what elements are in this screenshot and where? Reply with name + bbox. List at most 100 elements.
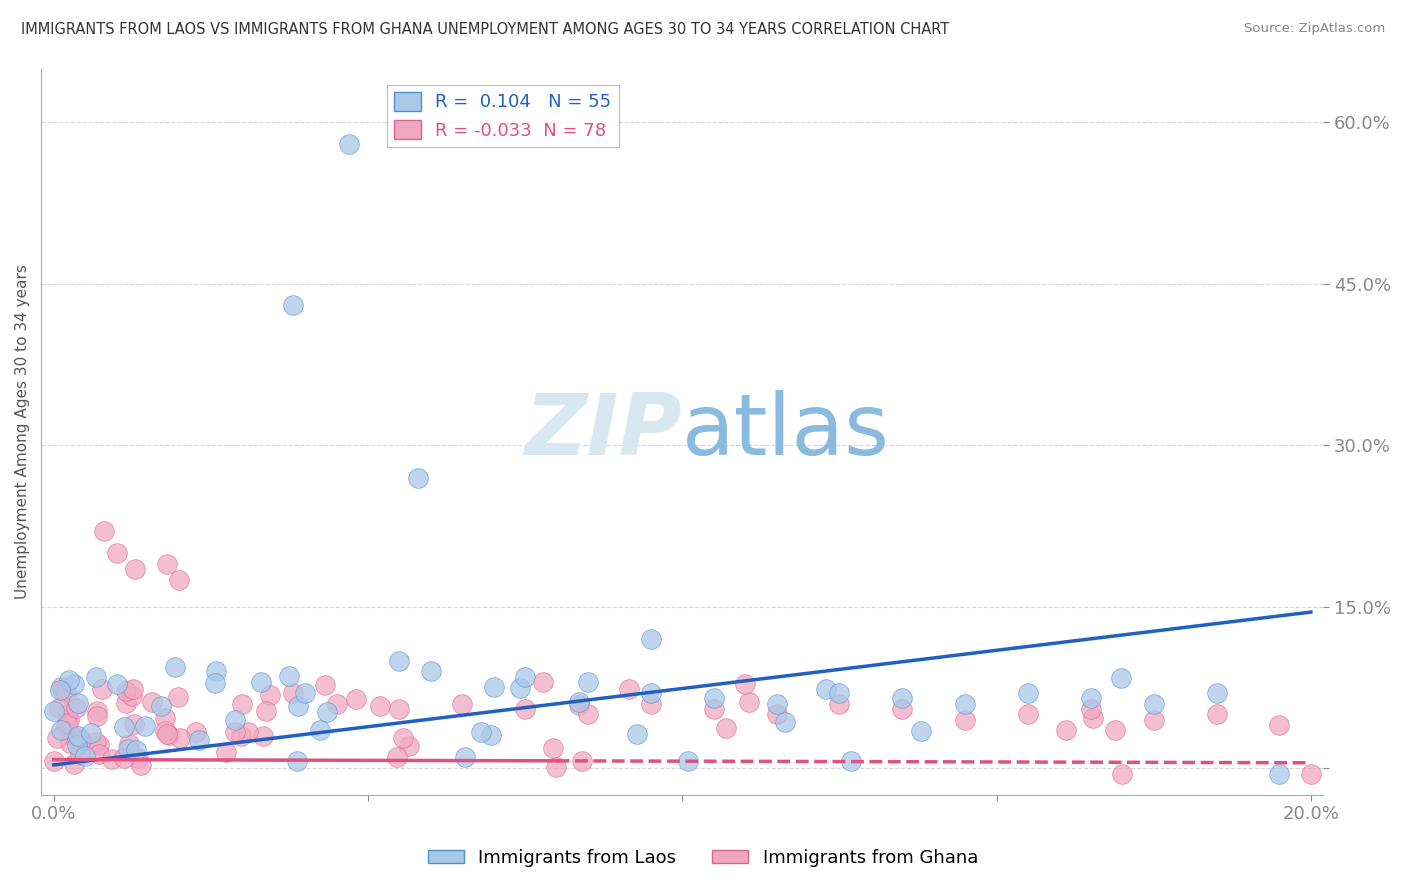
- Point: [118, 737, 141, 751]
- Point: [167, 690, 190, 704]
- Point: [86, 708, 108, 723]
- Text: IMMIGRANTS FROM LAOS VS IMMIGRANTS FROM GHANA UNEMPLOYMENT AMONG AGES 30 TO 34 Y: IMMIGRANTS FROM LAOS VS IMMIGRANTS FROM …: [21, 22, 949, 37]
- Point: [91, 682, 114, 697]
- Point: [46, 731, 69, 746]
- Point: [165, 660, 187, 674]
- Point: [617, 682, 640, 697]
- Point: [454, 750, 477, 764]
- Point: [470, 725, 492, 739]
- Point: [224, 724, 246, 739]
- Point: [546, 760, 568, 774]
- Point: [231, 697, 253, 711]
- Point: [84, 670, 107, 684]
- Point: [84, 735, 107, 749]
- Point: [105, 676, 128, 690]
- Point: [1111, 766, 1133, 780]
- Point: [229, 729, 252, 743]
- Point: [205, 665, 228, 679]
- Point: [368, 698, 391, 713]
- Point: [910, 723, 932, 738]
- Point: [1017, 686, 1039, 700]
- Point: [124, 562, 146, 576]
- Point: [765, 697, 787, 711]
- Point: [640, 632, 662, 646]
- Point: [49, 680, 72, 694]
- Point: [153, 711, 176, 725]
- Point: [122, 716, 145, 731]
- Point: [765, 707, 787, 722]
- Point: [1143, 713, 1166, 727]
- Point: [1205, 686, 1227, 700]
- Point: [66, 729, 89, 743]
- Point: [62, 677, 84, 691]
- Point: [121, 689, 143, 703]
- Point: [828, 697, 851, 711]
- Point: [576, 707, 599, 722]
- Point: [1104, 723, 1126, 738]
- Point: [406, 470, 429, 484]
- Point: [716, 722, 738, 736]
- Point: [53, 722, 76, 736]
- Point: [69, 732, 91, 747]
- Point: [93, 524, 115, 539]
- Point: [150, 698, 173, 713]
- Point: [156, 727, 179, 741]
- Point: [281, 298, 304, 312]
- Point: [737, 695, 759, 709]
- Point: [254, 704, 277, 718]
- Point: [1109, 671, 1132, 685]
- Point: [59, 728, 82, 742]
- Point: [482, 681, 505, 695]
- Point: [1143, 697, 1166, 711]
- Point: [513, 702, 536, 716]
- Point: [773, 715, 796, 730]
- Point: [398, 739, 420, 754]
- Point: [451, 697, 474, 711]
- Point: [56, 715, 79, 730]
- Point: [58, 673, 80, 687]
- Point: [734, 677, 756, 691]
- Point: [224, 713, 246, 727]
- Point: [49, 723, 72, 738]
- Point: [69, 747, 91, 761]
- Point: [250, 675, 273, 690]
- Point: [568, 695, 591, 709]
- Point: [640, 686, 662, 700]
- Point: [259, 689, 281, 703]
- Point: [576, 675, 599, 690]
- Point: [49, 683, 72, 698]
- Point: [157, 728, 180, 742]
- Point: [1080, 702, 1102, 716]
- Point: [1083, 710, 1105, 724]
- Point: [703, 691, 725, 706]
- Point: [1205, 707, 1227, 722]
- Point: [127, 751, 149, 765]
- Text: Source: ZipAtlas.com: Source: ZipAtlas.com: [1244, 22, 1385, 36]
- Point: [316, 705, 339, 719]
- Point: [62, 757, 84, 772]
- Point: [215, 745, 238, 759]
- Point: [52, 684, 75, 698]
- Point: [676, 754, 699, 768]
- Point: [278, 668, 301, 682]
- Point: [169, 573, 191, 587]
- Point: [294, 686, 316, 700]
- Legend: R =  0.104   N = 55, R = -0.033  N = 78: R = 0.104 N = 55, R = -0.033 N = 78: [387, 85, 619, 147]
- Point: [891, 691, 914, 706]
- Point: [252, 729, 274, 743]
- Point: [66, 696, 89, 710]
- Point: [828, 686, 851, 700]
- Point: [125, 743, 148, 757]
- Point: [66, 738, 89, 752]
- Point: [55, 685, 77, 699]
- Point: [1299, 766, 1322, 780]
- Point: [112, 750, 135, 764]
- Point: [236, 725, 259, 739]
- Point: [129, 758, 152, 772]
- Point: [640, 697, 662, 711]
- Text: ZIP: ZIP: [524, 391, 682, 474]
- Point: [571, 754, 593, 768]
- Point: [531, 675, 554, 690]
- Point: [509, 681, 531, 696]
- Point: [89, 738, 111, 752]
